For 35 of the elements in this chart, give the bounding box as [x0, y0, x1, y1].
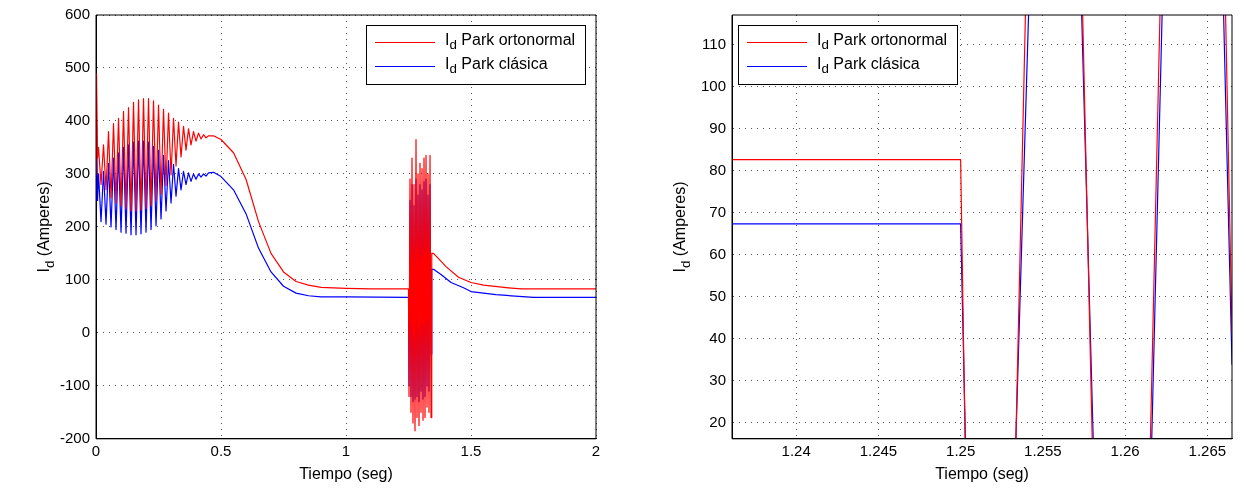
- x-tick-label: 1: [341, 441, 351, 459]
- x-tick-label: 2: [591, 441, 601, 459]
- x-tick-label: 1.5: [460, 441, 482, 459]
- y-tick-label: 90: [709, 118, 727, 136]
- y-tick-label: 100: [64, 270, 91, 288]
- y-tick-label: 400: [64, 111, 91, 129]
- legend-label: I$_{d}$ Park ortonormal: [445, 31, 576, 53]
- y-tick-label: 50: [709, 286, 727, 304]
- x-axis-title: Tiempo (seg): [935, 464, 1029, 482]
- y-tick-label: 70: [709, 202, 727, 220]
- y-tick-label: 200: [64, 217, 91, 235]
- x-tick-label: 1.24: [781, 441, 811, 459]
- y-tick-label: 30: [709, 370, 727, 388]
- x-tick-label: 1.245: [859, 441, 898, 459]
- y-tick-label: 20: [709, 412, 727, 430]
- y-tick-label: -100: [59, 375, 91, 393]
- y-tick-label: 100: [701, 76, 727, 94]
- y-tick-label: 500: [64, 58, 91, 76]
- x-tick-label: 1.255: [1024, 441, 1062, 459]
- y-tick-label: -200: [59, 428, 91, 446]
- x-tick-label: 0.5: [210, 441, 232, 459]
- y-tick-label: 0: [81, 322, 91, 340]
- y-tick-label: 60: [709, 244, 727, 262]
- x-tick-label: 1.265: [1188, 441, 1227, 459]
- y-tick-label: 80: [709, 160, 727, 178]
- x-axis-title: Tiempo (seg): [299, 464, 393, 482]
- y-tick-label: 300: [64, 164, 91, 182]
- legend-label: I$_{d}$ Park clásica: [445, 55, 548, 77]
- x-tick-label: 1.25: [946, 441, 976, 459]
- y-tick-label: 110: [702, 34, 727, 52]
- legend-label: I$_{d}$ Park clásica: [817, 55, 920, 77]
- legend-label: I$_{d}$ Park ortonormal: [817, 31, 948, 53]
- x-tick-label: 1.26: [1110, 441, 1140, 459]
- y-tick-label: 40: [709, 328, 727, 346]
- y-tick-label: 600: [64, 5, 91, 23]
